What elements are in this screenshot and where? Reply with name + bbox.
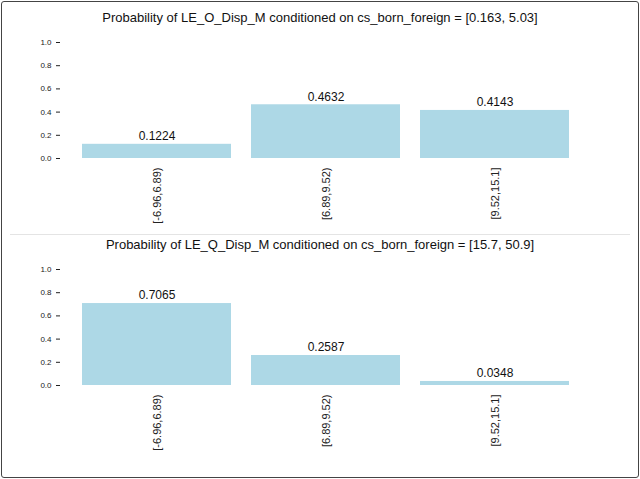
svg-text:0.7065: 0.7065 [139,288,176,302]
svg-text:[6.89,9.52): [6.89,9.52) [320,168,332,221]
svg-text:[-6.96,6.89): [-6.96,6.89) [151,168,163,224]
svg-text:0.8: 0.8 [40,288,52,297]
svg-text:0.0: 0.0 [40,381,52,390]
svg-text:[9.52,15.1]: [9.52,15.1] [489,168,501,220]
svg-text:0.8: 0.8 [40,61,52,70]
svg-text:1.0: 1.0 [40,265,52,274]
svg-text:1.0: 1.0 [40,38,52,47]
svg-text:0.4143: 0.4143 [477,95,514,109]
svg-text:[6.89,9.52): [6.89,9.52) [320,395,332,448]
svg-text:[9.52,15.1]: [9.52,15.1] [489,395,501,447]
svg-text:[-6.96,6.89): [-6.96,6.89) [151,395,163,451]
svg-text:0.4: 0.4 [40,108,52,117]
svg-text:0.4: 0.4 [40,335,52,344]
svg-text:0.0: 0.0 [40,154,52,163]
svg-text:0.2: 0.2 [40,358,52,367]
svg-text:0.0348: 0.0348 [477,366,514,380]
svg-text:0.6: 0.6 [40,311,52,320]
svg-text:0.1224: 0.1224 [139,129,176,143]
svg-text:0.2: 0.2 [40,131,52,140]
html-text:Probability of LE_O_Disp_M con: Probability of LE_O_Disp_M conditioned o… [102,10,538,25]
svg-text:0.2587: 0.2587 [308,340,345,354]
svg-text:0.6: 0.6 [40,84,52,93]
svg-text:0.4632: 0.4632 [308,90,345,104]
html-text:Probability of LE_Q_Disp_M con: Probability of LE_Q_Disp_M conditioned o… [105,237,535,252]
